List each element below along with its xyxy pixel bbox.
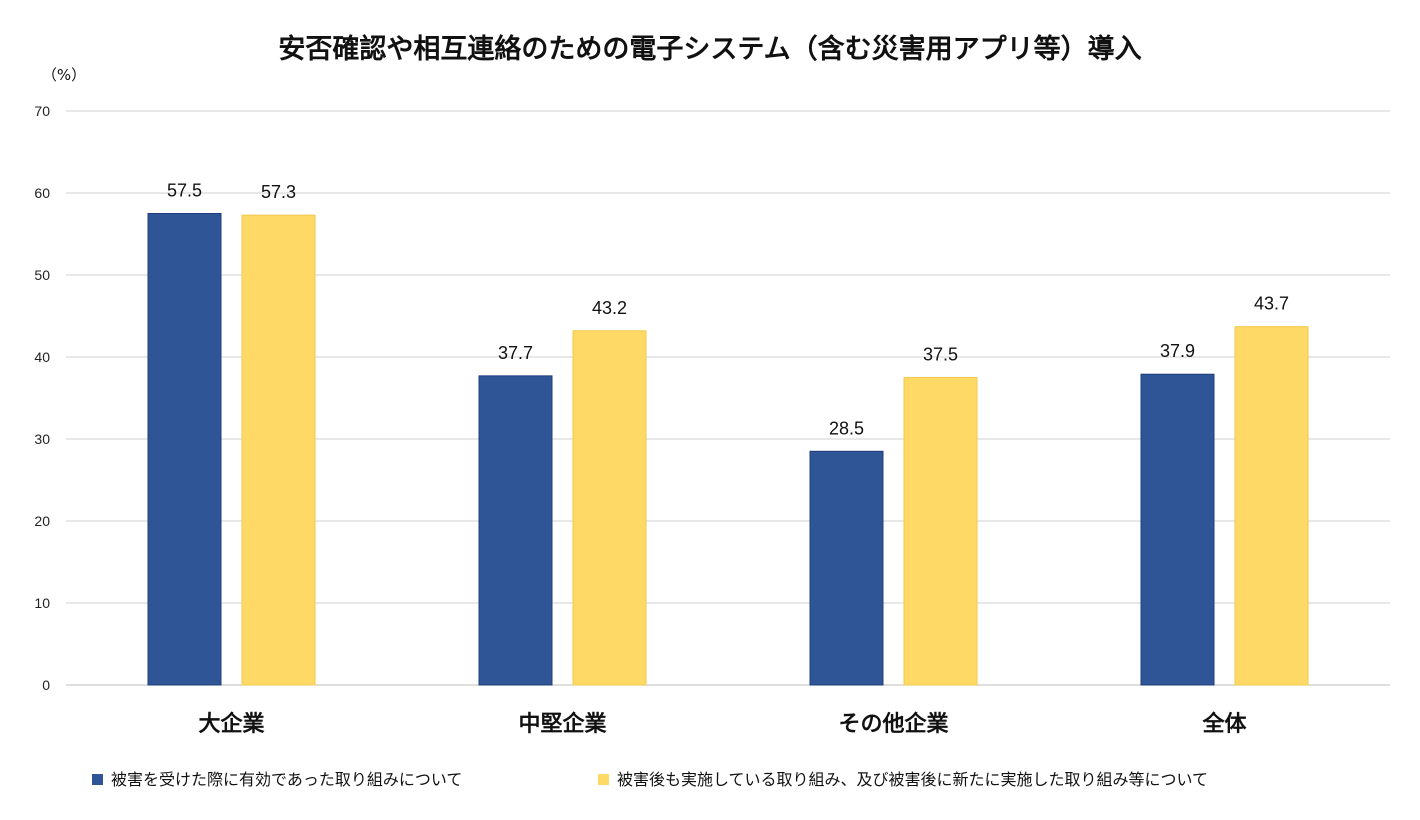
bars bbox=[147, 213, 1309, 686]
bar-series2-3 bbox=[903, 377, 978, 686]
bar-series1-1 bbox=[147, 213, 222, 686]
y-tick-label: 20 bbox=[34, 513, 50, 529]
x-tick-label: 中堅企業 bbox=[518, 711, 607, 737]
y-tick-label: 40 bbox=[34, 349, 50, 365]
y-tick-label: 30 bbox=[34, 431, 50, 447]
x-tick-label: 大企業 bbox=[198, 711, 265, 737]
chart-title: 安否確認や相互連絡のための電子システム（含む災害用アプリ等）導入 bbox=[278, 33, 1141, 65]
legend-swatch-series1 bbox=[92, 774, 103, 785]
legend: 被害を受けた際に有効であった取り組みについて 被害後も実施している取り組み、及び被… bbox=[92, 770, 1208, 789]
y-tick-label: 0 bbox=[42, 677, 50, 693]
data-label-series1-4: 37.9 bbox=[1160, 341, 1195, 361]
y-tick-label: 10 bbox=[34, 595, 50, 611]
y-axis-ticks: 0 10 20 30 40 50 60 70 bbox=[34, 103, 50, 693]
data-label-series1-1: 57.5 bbox=[167, 181, 202, 201]
x-tick-label: 全体 bbox=[1201, 711, 1247, 737]
bar-series1-4 bbox=[1140, 373, 1215, 686]
legend-label-series1: 被害を受けた際に有効であった取り組みについて bbox=[111, 770, 462, 789]
data-label-series2-4: 43.7 bbox=[1254, 294, 1289, 314]
y-axis-unit-label: （%） bbox=[42, 66, 86, 84]
data-label-series2-3: 37.5 bbox=[923, 345, 958, 365]
data-label-series2-1: 57.3 bbox=[261, 182, 296, 202]
y-tick-label: 70 bbox=[34, 103, 50, 119]
bar-series1-3 bbox=[809, 450, 884, 686]
bar-series1-2 bbox=[478, 375, 553, 686]
bar-series2-2 bbox=[572, 330, 647, 686]
data-labels: 57.5 57.3 37.7 43.2 28.5 37.5 37.9 43.7 bbox=[167, 181, 1289, 439]
data-label-series2-2: 43.2 bbox=[592, 298, 627, 318]
legend-label-series2: 被害後も実施している取り組み、及び被害後に新たに実施した取り組み等について bbox=[617, 770, 1208, 789]
y-tick-label: 50 bbox=[34, 267, 50, 283]
data-label-series1-3: 28.5 bbox=[829, 418, 864, 438]
legend-swatch-series2 bbox=[598, 774, 609, 785]
bar-series2-1 bbox=[241, 214, 316, 686]
y-tick-label: 60 bbox=[34, 185, 50, 201]
x-axis-ticks: 大企業 中堅企業 その他企業 全体 bbox=[198, 711, 1247, 737]
x-tick-label: その他企業 bbox=[838, 711, 949, 737]
bar-series2-4 bbox=[1234, 326, 1309, 686]
data-label-series1-2: 37.7 bbox=[498, 343, 533, 363]
